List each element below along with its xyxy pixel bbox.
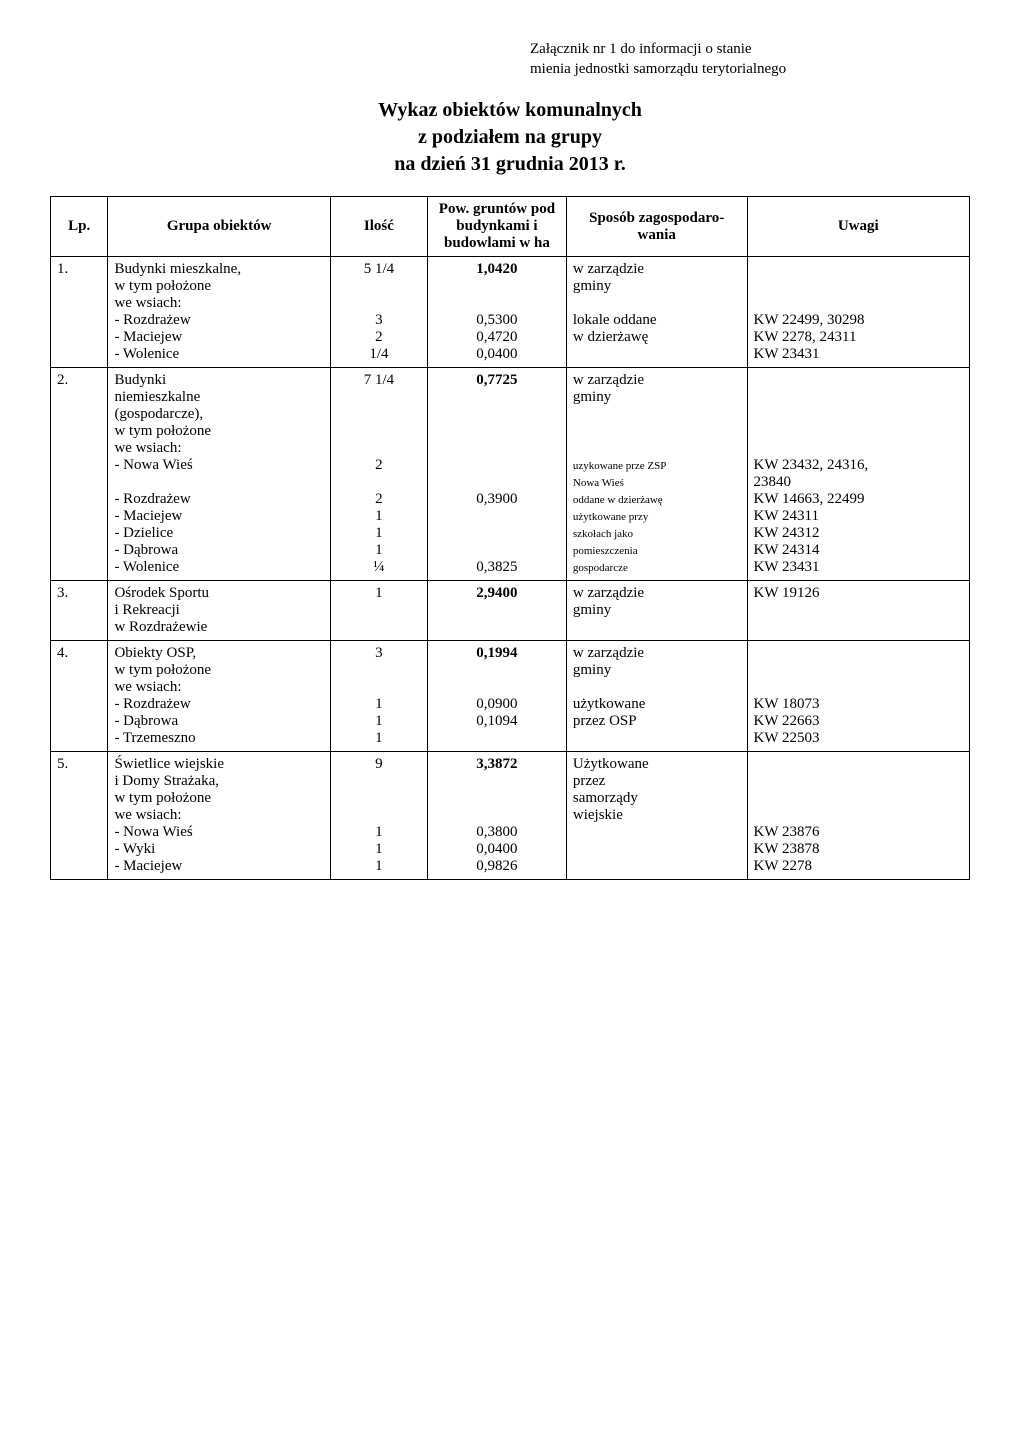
cell-grupa: Obiekty OSP,w tym położonewe wsiach:- Ro… — [108, 641, 330, 752]
title-line2: z podziałem na grupy — [418, 126, 602, 148]
cell-ilosc: 7 1/4 2 2111¼ — [330, 368, 427, 581]
cell-sposob: Użytkowaneprzezsamorządywiejskie — [566, 752, 747, 880]
cell-uwagi: KW 23876KW 23878KW 2278 — [747, 752, 969, 880]
cell-ilosc: 5 1/4 321/4 — [330, 257, 427, 368]
cell-sposob: w zarządziegminy lokale oddanew dzierżaw… — [566, 257, 747, 368]
header-line2: mienia jednostki samorządu terytorialneg… — [530, 61, 786, 77]
cell-sposob: w zarządziegminy — [566, 581, 747, 641]
cell-grupa: Świetlice wiejskiei Domy Strażaka,w tym … — [108, 752, 330, 880]
cell-pow: 3,3872 0,38000,04000,9826 — [427, 752, 566, 880]
attachment-header: Załącznik nr 1 do informacji o stanie mi… — [530, 40, 970, 79]
objects-table: Lp. Grupa obiektów Ilość Pow. gruntów po… — [50, 196, 970, 880]
header-line1: Załącznik nr 1 do informacji o stanie — [530, 41, 752, 57]
cell-uwagi: KW 19126 — [747, 581, 969, 641]
title-line1: Wykaz obiektów komunalnych — [378, 99, 642, 121]
table-row: 1.Budynki mieszkalne,w tym położonewe ws… — [51, 257, 970, 368]
cell-lp: 3. — [51, 581, 108, 641]
title-line3: na dzień 31 grudnia 2013 r. — [394, 153, 626, 175]
col-uwagi: Uwagi — [747, 197, 969, 257]
cell-uwagi: KW 18073KW 22663KW 22503 — [747, 641, 969, 752]
cell-lp: 5. — [51, 752, 108, 880]
cell-lp: 4. — [51, 641, 108, 752]
cell-pow: 0,1994 0,09000,1094 — [427, 641, 566, 752]
col-grupa: Grupa obiektów — [108, 197, 330, 257]
cell-ilosc: 3 111 — [330, 641, 427, 752]
col-ilosc: Ilość — [330, 197, 427, 257]
col-pow: Pow. gruntów pod budynkami i budowlami w… — [427, 197, 566, 257]
cell-grupa: Budynki mieszkalne,w tym położonewe wsia… — [108, 257, 330, 368]
cell-uwagi: KW 22499, 30298KW 2278, 24311KW 23431 — [747, 257, 969, 368]
table-row: 5.Świetlice wiejskiei Domy Strażaka,w ty… — [51, 752, 970, 880]
cell-pow: 1,0420 0,53000,47200,0400 — [427, 257, 566, 368]
table-header-row: Lp. Grupa obiektów Ilość Pow. gruntów po… — [51, 197, 970, 257]
table-row: 3.Ośrodek Sportui Rekreacjiw Rozdrażewie… — [51, 581, 970, 641]
cell-ilosc: 1 — [330, 581, 427, 641]
cell-lp: 1. — [51, 257, 108, 368]
table-row: 4.Obiekty OSP,w tym położonewe wsiach:- … — [51, 641, 970, 752]
cell-sposob: w zarządziegminy uzykowane prze ZSPNowa … — [566, 368, 747, 581]
col-sposob: Sposób zagospodaro-wania — [566, 197, 747, 257]
table-row: 2.Budynkiniemieszkalne(gospodarcze),w ty… — [51, 368, 970, 581]
cell-ilosc: 9 111 — [330, 752, 427, 880]
cell-uwagi: KW 23432, 24316,23840KW 14663, 22499KW 2… — [747, 368, 969, 581]
col-lp: Lp. — [51, 197, 108, 257]
document-title: Wykaz obiektów komunalnych z podziałem n… — [50, 97, 970, 178]
cell-lp: 2. — [51, 368, 108, 581]
cell-sposob: w zarządziegminy użytkowaneprzez OSP — [566, 641, 747, 752]
cell-pow: 0,7725 0,3900 0,3825 — [427, 368, 566, 581]
table-body: 1.Budynki mieszkalne,w tym położonewe ws… — [51, 257, 970, 880]
cell-grupa: Budynkiniemieszkalne(gospodarcze),w tym … — [108, 368, 330, 581]
cell-grupa: Ośrodek Sportui Rekreacjiw Rozdrażewie — [108, 581, 330, 641]
cell-pow: 2,9400 — [427, 581, 566, 641]
